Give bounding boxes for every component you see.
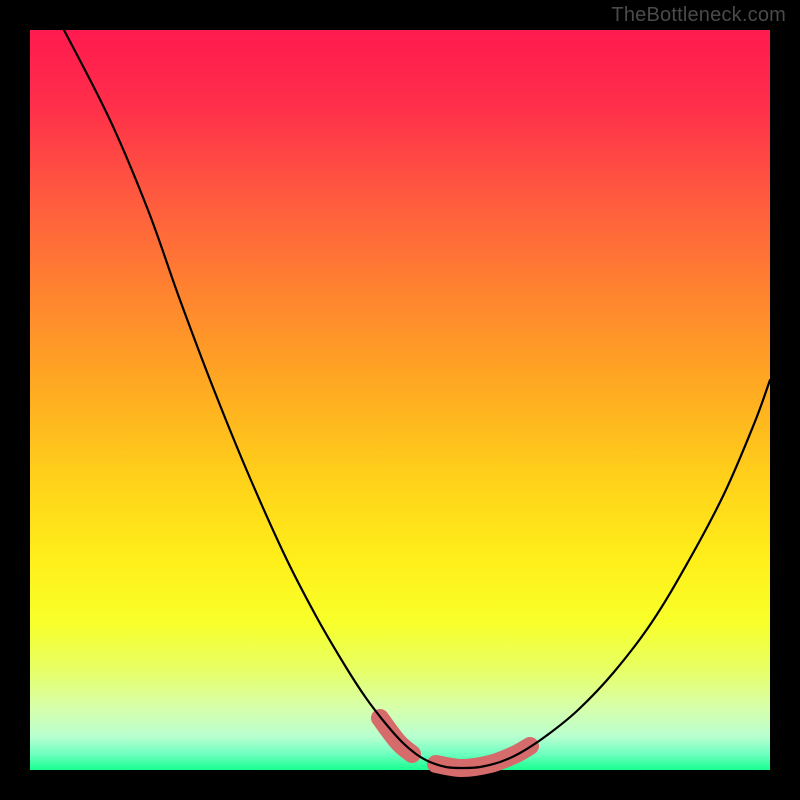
stage: TheBottleneck.com: [0, 0, 800, 800]
plot-background: [30, 30, 770, 770]
plot-svg: [0, 0, 800, 800]
